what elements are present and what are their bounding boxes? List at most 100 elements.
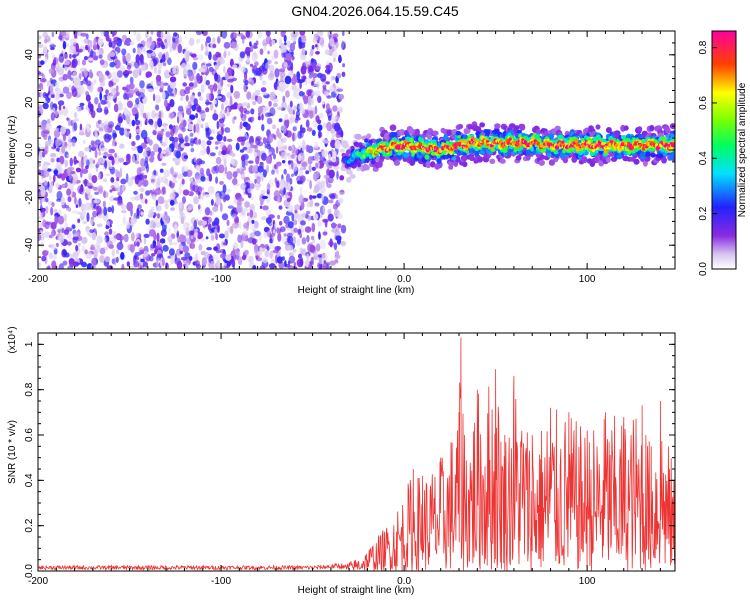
noise-cell <box>318 36 325 46</box>
signal-cell <box>513 125 520 130</box>
noise-cell <box>297 79 305 84</box>
signal-cell <box>665 127 671 134</box>
noise-cell <box>256 176 261 184</box>
noise-cell <box>122 234 129 242</box>
noise-cell <box>55 91 60 101</box>
noise-cell <box>67 140 72 150</box>
noise-cell <box>55 183 60 188</box>
noise-cell <box>282 160 286 164</box>
noise-cell <box>84 202 92 211</box>
noise-cell <box>311 166 316 171</box>
noise-cell <box>122 86 127 91</box>
noise-cell <box>284 260 287 268</box>
noise-cell <box>72 178 77 186</box>
noise-cell <box>318 130 322 139</box>
noise-cell <box>322 231 328 236</box>
noise-cell <box>205 79 210 86</box>
noise-cell <box>131 119 136 127</box>
noise-cell <box>86 122 90 133</box>
noise-cell <box>202 190 206 196</box>
noise-cell <box>301 48 306 56</box>
signal-cell <box>594 149 599 154</box>
noise-cell <box>51 260 57 269</box>
noise-cell <box>186 108 192 115</box>
noise-cell <box>329 238 333 248</box>
noise-cell <box>197 204 201 210</box>
noise-cell <box>331 51 338 58</box>
noise-cell <box>292 249 297 253</box>
noise-cell <box>104 160 108 169</box>
noise-cell <box>143 237 147 245</box>
noise-cell <box>136 111 140 119</box>
noise-cell <box>139 80 145 89</box>
noise-cell <box>160 150 167 154</box>
noise-cell <box>87 57 94 62</box>
noise-cell <box>169 76 177 83</box>
noise-cell <box>247 187 253 194</box>
signal-cell <box>366 133 372 139</box>
signal-cell <box>398 129 406 136</box>
noise-cell <box>253 244 259 252</box>
noise-cell <box>99 247 106 255</box>
noise-cell <box>157 130 164 138</box>
noise-cell <box>151 52 156 57</box>
noise-cell <box>163 169 171 178</box>
noise-cell <box>106 240 113 248</box>
noise-cell <box>232 222 240 229</box>
noise-cell <box>305 119 310 128</box>
noise-cell <box>306 235 310 243</box>
noise-cell <box>210 199 214 206</box>
noise-cell <box>126 261 130 267</box>
noise-cell <box>188 37 195 47</box>
noise-cell <box>288 255 296 264</box>
noise-cell <box>52 254 58 260</box>
noise-cell <box>257 115 261 121</box>
noise-cell <box>98 150 101 156</box>
noise-cell <box>142 261 148 268</box>
noise-cell <box>336 212 343 220</box>
noise-cell <box>184 142 191 147</box>
noise-cell <box>218 150 222 156</box>
noise-cell <box>91 232 97 241</box>
noise-cell <box>183 222 190 231</box>
noise-cell <box>143 174 148 179</box>
noise-cell <box>131 145 138 151</box>
noise-cell <box>276 181 280 188</box>
noise-cell <box>255 155 260 165</box>
noise-cell <box>39 222 43 229</box>
noise-cell <box>295 110 301 118</box>
noise-cell <box>82 220 88 225</box>
noise-cell <box>262 205 269 211</box>
noise-cell <box>307 215 312 221</box>
signal-cell <box>455 130 462 136</box>
noise-cell <box>165 131 171 138</box>
noise-cell <box>153 57 159 65</box>
noise-cell <box>220 79 224 87</box>
noise-cell <box>49 44 56 48</box>
noise-cell <box>96 223 103 228</box>
noise-cell <box>70 64 76 69</box>
noise-cell <box>48 175 52 181</box>
noise-cell <box>260 189 266 196</box>
noise-cell <box>120 178 127 185</box>
noise-cell <box>89 50 96 57</box>
noise-cell <box>111 31 117 36</box>
noise-cell <box>53 169 59 175</box>
noise-cell <box>278 132 282 140</box>
noise-cell <box>220 59 226 64</box>
noise-cell <box>277 139 284 147</box>
noise-cell <box>317 31 324 37</box>
noise-cell <box>317 220 322 227</box>
noise-cell <box>124 73 128 79</box>
noise-cell <box>150 31 154 35</box>
noise-cell <box>169 112 176 119</box>
noise-cell <box>166 34 172 39</box>
noise-cell <box>195 264 202 269</box>
noise-cell <box>140 264 143 269</box>
signal-cell <box>427 134 432 140</box>
noise-cell <box>52 53 55 60</box>
signal-cell <box>355 133 362 140</box>
noise-cell <box>150 178 155 183</box>
noise-cell <box>294 31 299 36</box>
